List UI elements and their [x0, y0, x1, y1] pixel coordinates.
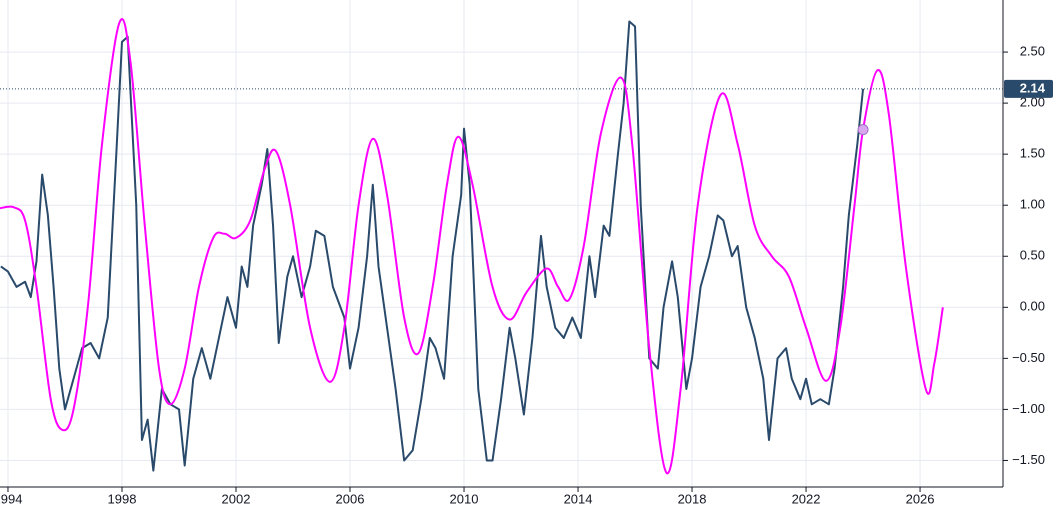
y-tick-label: −0.50	[1012, 350, 1045, 365]
y-tick-label: 2.50	[1020, 44, 1045, 59]
x-tick-label: 2026	[906, 491, 935, 506]
y-tick-label: 0.50	[1020, 248, 1045, 263]
last-value-label: 2.14	[1020, 80, 1046, 95]
x-tick-label: 2010	[450, 491, 479, 506]
y-tick-label: 1.50	[1020, 146, 1045, 161]
x-tick-label: 1994	[0, 491, 22, 506]
grid	[0, 0, 1003, 487]
x-tick-label: 2022	[792, 491, 821, 506]
y-tick-label: 2.00	[1020, 95, 1045, 110]
series-line	[0, 20, 865, 472]
series-line	[0, 18, 944, 475]
y-tick-label: 0.00	[1020, 299, 1045, 314]
y-tick-label: 1.00	[1020, 197, 1045, 212]
y-tick-label: −1.00	[1012, 401, 1045, 416]
plot	[0, 18, 1003, 475]
x-tick-label: 2014	[564, 491, 593, 506]
x-tick-label: 2002	[222, 491, 251, 506]
last-value-box	[1004, 79, 1053, 98]
x-tick-label: 1998	[108, 491, 137, 506]
x-tick-label: 2018	[678, 491, 707, 506]
y-tick-label: −1.50	[1012, 452, 1045, 467]
axes: 2.50 2.00 1.50 1.00 0.50 0.00 −0.50 −1.00 −1.50 1…	[0, 0, 1053, 506]
x-tick-label: 2006	[336, 491, 365, 506]
marker	[857, 124, 869, 136]
